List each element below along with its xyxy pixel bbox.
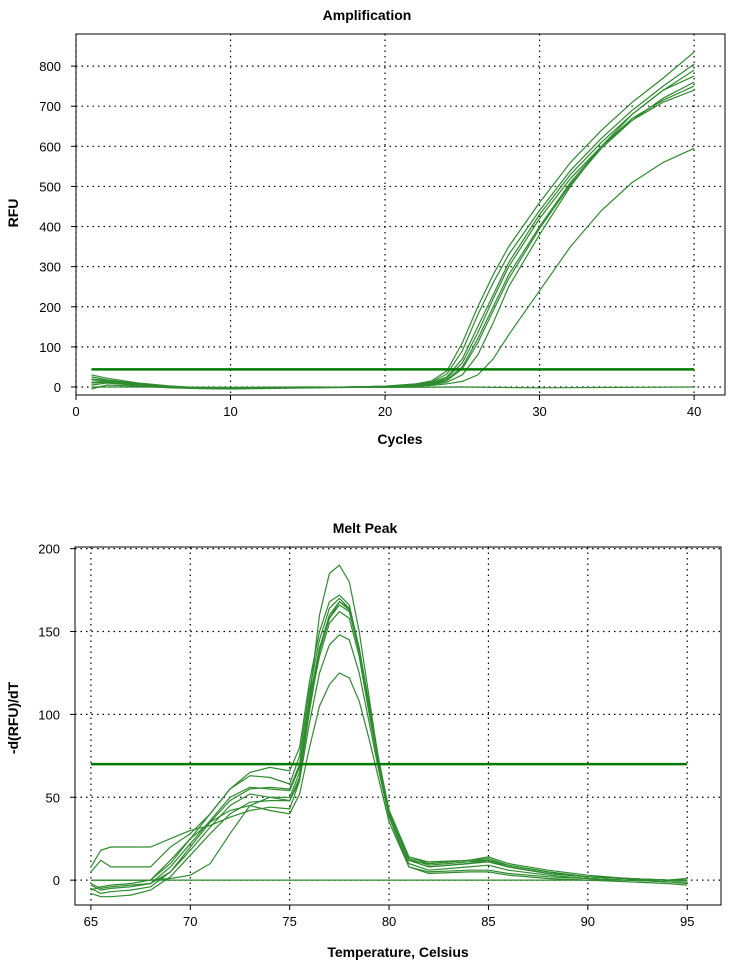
- amplification-xtick-label-3: 30: [532, 404, 546, 419]
- amplification-ytick-label-3: 300: [39, 260, 61, 275]
- melt-peak-series-8: [90, 600, 688, 881]
- amplification-ytick-label-5: 500: [39, 179, 61, 194]
- amplification-series-6: [91, 75, 695, 390]
- melt-peak-ytick-label-0: 0: [53, 873, 60, 888]
- amplification-y-label: RFU: [5, 199, 21, 228]
- melt-peak-title: Melt Peak: [333, 520, 398, 536]
- melt-peak-series-5: [90, 634, 688, 898]
- amplification-series-5: [91, 89, 695, 389]
- amplification-series-7: [91, 147, 695, 390]
- melt-peak-xtick-label-6: 95: [680, 914, 694, 929]
- melt-peak-xtick-label-2: 75: [282, 914, 296, 929]
- melt-peak-ytick-label-2: 100: [38, 707, 60, 722]
- amplification-ytick-label-2: 200: [39, 300, 61, 315]
- melt-peak-xtick-label-3: 80: [382, 914, 396, 929]
- amplification-xtick-label-0: 0: [72, 404, 79, 419]
- amplification-ytick-label-8: 800: [39, 59, 61, 74]
- melt-peak-ytick-label-4: 200: [38, 542, 60, 557]
- melt-peak-xtick-label-5: 90: [581, 914, 595, 929]
- amplification-ytick-label-1: 100: [39, 340, 61, 355]
- amplification-series-0: [91, 51, 695, 389]
- amplification-series-4: [91, 85, 695, 389]
- melt-peak-xtick-label-1: 70: [183, 914, 197, 929]
- amplification-x-label: Cycles: [377, 431, 422, 447]
- amplification-ytick-label-4: 400: [39, 220, 61, 235]
- melt-peak-series-6: [90, 604, 688, 891]
- melt-peak-series-7: [90, 672, 688, 891]
- amplification-title: Amplification: [323, 7, 412, 23]
- melt-peak-series-0: [90, 564, 688, 881]
- amplification-series-2: [91, 69, 695, 390]
- melt-peak-xtick-label-4: 85: [481, 914, 495, 929]
- amplification-ytick-label-7: 700: [39, 99, 61, 114]
- melt-peak-ytick-label-1: 50: [46, 790, 60, 805]
- melt-peak-ytick-label-3: 150: [38, 625, 60, 640]
- amplification-series-8: [91, 386, 695, 389]
- melt-peak-plot-frame: [74, 546, 722, 906]
- melt-peak-series-2: [90, 597, 688, 881]
- melt-peak-xtick-label-0: 65: [84, 914, 98, 929]
- melt-peak-y-label: -d(RFU)/dT: [5, 681, 21, 754]
- amplification-ytick-label-6: 600: [39, 139, 61, 154]
- melt-peak-x-label: Temperature, Celsius: [327, 944, 469, 960]
- amplification-chart: Amplification Cycles RFU 0 10 20 30 40010020…: [5, 7, 726, 447]
- amplification-xtick-label-1: 10: [223, 404, 237, 419]
- melt-peak-series-1: [90, 594, 688, 881]
- amplification-plot-frame: [75, 33, 726, 396]
- melt-peak-series-4: [90, 610, 688, 895]
- amplification-xtick-label-4: 40: [687, 404, 701, 419]
- amplification-ytick-label-0: 0: [54, 380, 61, 395]
- melt-peak-chart: Melt Peak Temperature, Celsius -d(RFU)/d…: [5, 520, 722, 960]
- amplification-xtick-label-2: 20: [378, 404, 392, 419]
